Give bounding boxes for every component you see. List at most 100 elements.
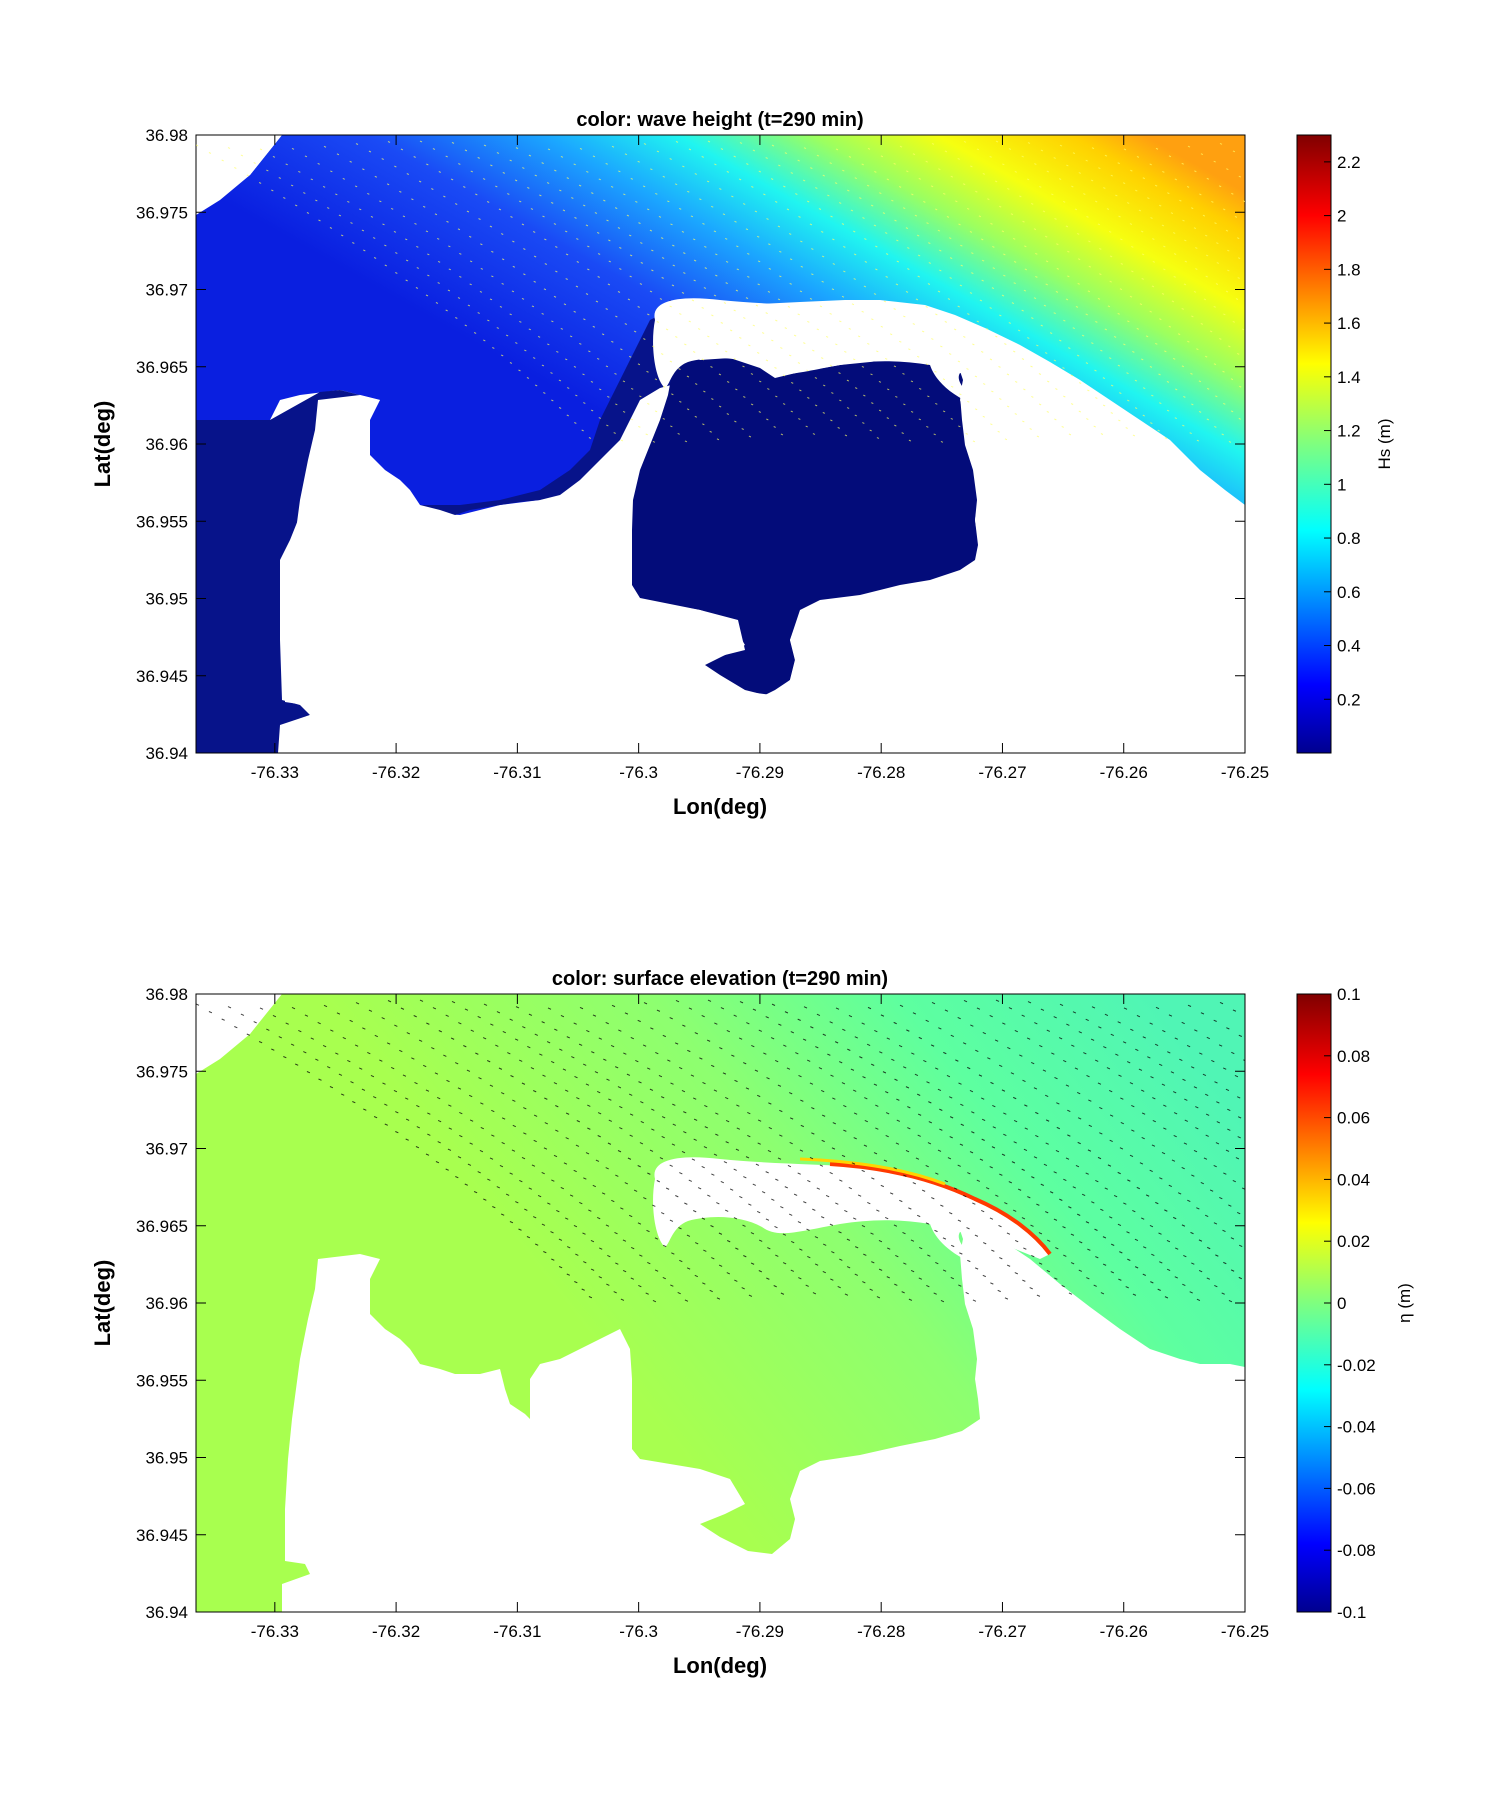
vector-arrow (480, 267, 484, 270)
vector-arrow (710, 1225, 714, 1228)
vector-arrow (363, 249, 366, 252)
vector-arrow (1074, 208, 1078, 211)
vector-arrow (928, 1121, 933, 1124)
vector-arrow (1117, 162, 1120, 165)
vector-arrow (782, 1262, 787, 1265)
vector-arrow (896, 239, 899, 242)
vector-arrow (715, 1133, 719, 1136)
vector-arrow (1218, 185, 1222, 188)
vector-arrow (766, 418, 769, 421)
vector-arrow (615, 1262, 619, 1265)
vector-arrow (1056, 1126, 1061, 1130)
vector-arrow (467, 304, 471, 307)
vector-arrow (1213, 160, 1216, 163)
vector-arrow (1159, 402, 1162, 405)
vector-arrow (778, 1023, 782, 1026)
vector-arrow (598, 1247, 603, 1250)
vector-arrow (852, 1089, 857, 1092)
vector-arrow (1140, 1089, 1145, 1092)
vector-arrow (614, 207, 618, 209)
vector-arrow (492, 347, 495, 349)
vector-arrow (1102, 1263, 1107, 1266)
vector-arrow (862, 422, 865, 424)
vector-arrow (670, 223, 673, 226)
vector-arrow (1199, 1052, 1203, 1055)
vector-arrow (831, 1251, 835, 1254)
vector-arrow (1155, 1006, 1160, 1010)
vector-arrow (1118, 215, 1121, 218)
vector-arrow (598, 178, 602, 181)
vector-arrow (390, 207, 394, 210)
vector-arrow (1154, 1043, 1159, 1047)
vector-arrow (703, 287, 707, 289)
vector-arrow (763, 1052, 767, 1055)
vector-arrow (926, 222, 929, 225)
vector-arrow (834, 182, 838, 184)
vector-arrow (373, 1116, 378, 1119)
vector-arrow (1075, 306, 1079, 308)
hs-enclosed-bay (630, 355, 978, 695)
vector-arrow (656, 1009, 661, 1012)
vector-arrow (606, 1283, 610, 1286)
velocity-vectors (196, 140, 1245, 443)
vector-arrow (1036, 1203, 1040, 1206)
vector-arrow (1181, 1021, 1185, 1025)
vector-arrow (596, 1091, 601, 1094)
vector-arrow (802, 1038, 807, 1041)
vector-arrow (643, 1197, 647, 1200)
vector-arrow (960, 264, 964, 267)
vector-arrow (500, 233, 504, 235)
vector-arrow (893, 1224, 898, 1227)
vector-arrow (948, 1212, 953, 1215)
vector-arrow (437, 260, 441, 263)
vector-arrow (788, 1092, 793, 1095)
vector-arrow (697, 328, 701, 330)
vector-arrow (649, 229, 653, 232)
y-tick-label: 36.975 (136, 1062, 188, 1081)
vector-arrow (1166, 1268, 1171, 1271)
vector-arrow (639, 283, 643, 285)
vector-arrow (512, 1099, 516, 1102)
vector-arrow (652, 1299, 657, 1303)
vector-arrow (761, 332, 765, 334)
vector-arrow (800, 265, 804, 268)
vector-arrow (1053, 359, 1057, 362)
vector-arrow (330, 170, 333, 173)
vector-arrow (750, 1232, 755, 1235)
vector-arrow (811, 1107, 815, 1110)
x-axis-label: Lon(deg) (673, 794, 767, 819)
vector-arrow (942, 410, 946, 413)
vector-arrow (381, 1017, 385, 1020)
vector-arrow (854, 1036, 859, 1039)
vector-arrow (693, 259, 697, 262)
vector-arrow (451, 1001, 456, 1004)
vector-arrow (939, 1108, 943, 1111)
vector-arrow (551, 399, 554, 402)
vector-arrow (608, 1098, 612, 1101)
vector-arrow (532, 1090, 537, 1093)
vector-arrow (874, 1030, 878, 1033)
vector-arrow (502, 172, 506, 174)
vector-arrow (656, 321, 660, 323)
vector-arrow (624, 1182, 629, 1185)
vector-arrow (395, 272, 398, 274)
vector-arrow (546, 182, 550, 184)
vector-arrow (967, 400, 970, 403)
vector-arrow (1094, 369, 1097, 372)
vector-arrow (1095, 321, 1098, 323)
vector-arrow (905, 291, 909, 293)
vector-arrow (918, 418, 922, 421)
vector-arrow (1087, 1149, 1092, 1152)
vector-arrow (756, 1094, 761, 1098)
vector-arrow (470, 170, 474, 173)
vector-arrow (606, 1078, 610, 1081)
vector-arrow (886, 178, 890, 181)
vector-arrow (1055, 291, 1059, 293)
vector-arrow (1168, 1014, 1173, 1017)
vector-arrow (912, 153, 916, 156)
vector-arrow (1024, 245, 1027, 248)
vector-arrow (795, 193, 798, 195)
vector-arrow (959, 1252, 963, 1255)
vector-arrow (1194, 170, 1197, 173)
vector-arrow (624, 323, 628, 325)
